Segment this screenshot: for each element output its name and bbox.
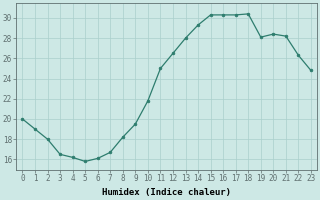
X-axis label: Humidex (Indice chaleur): Humidex (Indice chaleur) — [102, 188, 231, 197]
